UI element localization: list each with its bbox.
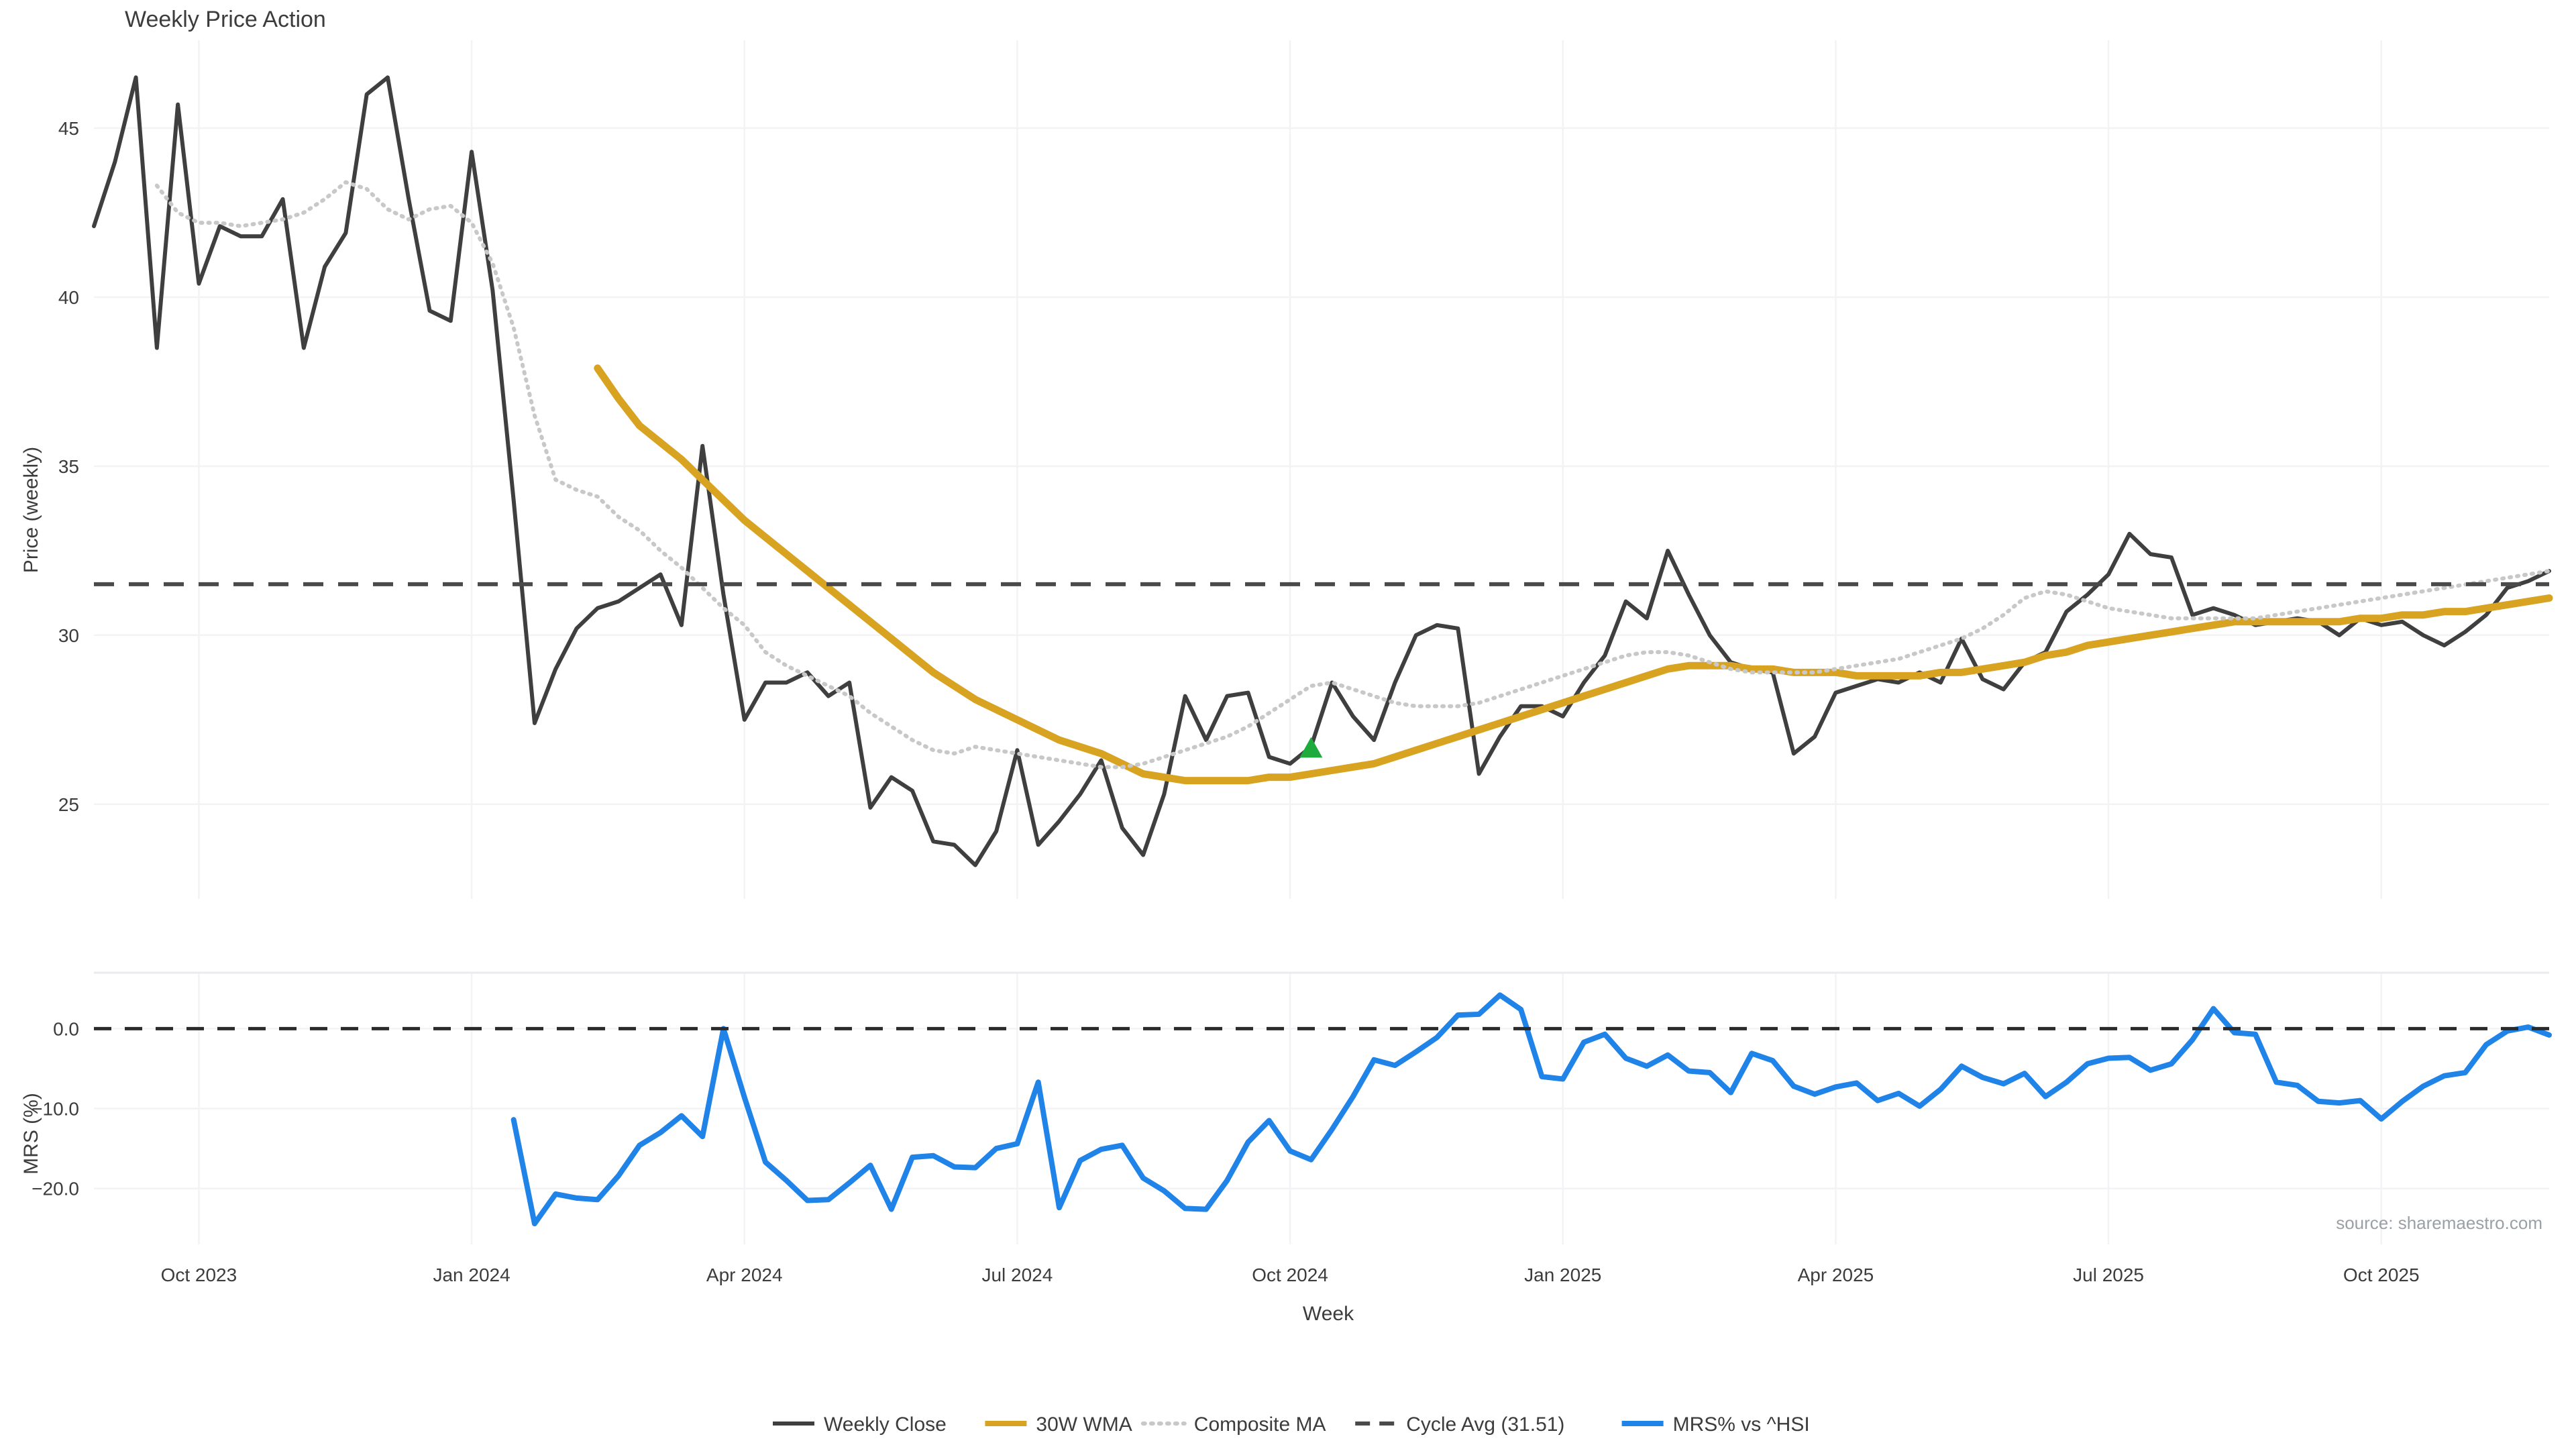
page-title: Weekly Price Action — [125, 7, 326, 32]
price-y-tick-label: 25 — [58, 794, 79, 815]
x-tick-label: Jul 2025 — [2073, 1265, 2144, 1285]
price-panel-y-axis-ticks: 25 30 35 40 45 — [58, 118, 79, 815]
x-tick-label: Jul 2024 — [981, 1265, 1053, 1285]
x-tick-label: Oct 2023 — [161, 1265, 237, 1285]
chart-legend: Weekly Close 30W WMA Composite MA Cycle Avg… — [773, 1413, 1810, 1436]
x-tick-label: Jan 2025 — [1524, 1265, 1601, 1285]
series-line-mrs-vs-hsi — [511, 992, 2552, 1227]
x-tick-label: Apr 2024 — [706, 1265, 783, 1285]
price-y-tick-label: 30 — [58, 625, 79, 646]
series-line-composite-ma — [154, 180, 2551, 769]
legend-label-30w-wma[interactable]: 30W WMA — [1036, 1413, 1132, 1436]
series-line-weekly-close — [92, 75, 2551, 867]
mrs-panel-y-axis-ticks: 0.0 −10.0 −20.0 — [32, 1018, 79, 1199]
buy-signal-marker — [1299, 737, 1323, 758]
price-y-tick-label: 35 — [58, 456, 79, 477]
series-line-30w-wma — [594, 364, 2553, 785]
chart-annotations — [94, 582, 2549, 1030]
legend-label-mrs-vs-hsi[interactable]: MRS% vs ^HSI — [1673, 1413, 1810, 1436]
legend-label-composite-ma[interactable]: Composite MA — [1194, 1413, 1326, 1436]
price-y-tick-label: 40 — [58, 287, 79, 308]
x-tick-label: Apr 2025 — [1798, 1265, 1874, 1285]
legend-label-weekly-close[interactable]: Weekly Close — [824, 1413, 947, 1436]
mrs-y-tick-label: −20.0 — [32, 1179, 79, 1199]
x-axis-ticks: Oct 2023 Jan 2024 Apr 2024 Jul 2024 Oct 2024… — [161, 1265, 2420, 1285]
price-y-tick-label: 45 — [58, 118, 79, 139]
mrs-axis-label: MRS (%) — [20, 1093, 42, 1175]
x-tick-label: Oct 2025 — [2343, 1265, 2420, 1285]
legend-label-cycle-avg-31-51-[interactable]: Cycle Avg (31.51) — [1406, 1413, 1564, 1436]
mrs-y-tick-label: 0.0 — [53, 1018, 79, 1039]
x-tick-label: Jan 2024 — [433, 1265, 510, 1285]
x-tick-label: Oct 2024 — [1252, 1265, 1328, 1285]
source-attribution: source: sharemaestro.com — [2336, 1213, 2542, 1233]
price-panel-gridlines — [94, 40, 2549, 899]
series-lines — [92, 75, 2553, 1227]
mrs-y-tick-label: −10.0 — [32, 1099, 79, 1120]
week-axis-label: Week — [1303, 1303, 1354, 1325]
price-axis-label: Price (weekly) — [20, 447, 42, 573]
